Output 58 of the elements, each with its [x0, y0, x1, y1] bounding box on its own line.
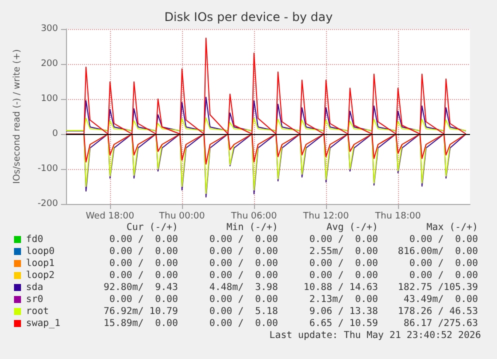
x-tick-label: Thu 00:00: [158, 212, 206, 222]
legend-label: root: [26, 306, 49, 317]
text: 0.00 / 0.00: [109, 294, 178, 306]
y-tick-label: -100: [38, 164, 58, 174]
text: 15.89m/ 0.00: [104, 318, 178, 330]
text: 0.00 / 0.00: [209, 318, 278, 330]
legend-label: fd0: [26, 234, 44, 245]
legend-label: sr0: [26, 294, 44, 305]
text: Avg (-/+): [326, 222, 378, 234]
text: 76.92m/ 10.79: [104, 306, 178, 318]
text: 0.00 / 0.00: [209, 294, 278, 306]
legend-label: loop1: [26, 258, 55, 269]
legend-label: loop0: [26, 246, 55, 257]
chart-title: Disk IOs per device - by day: [164, 10, 333, 24]
y-tick-label: -200: [38, 199, 58, 209]
text: 0.00 / 0.00: [309, 270, 378, 282]
text: 0.00 / 0.00: [109, 234, 178, 246]
text: 0.00 / 0.00: [109, 246, 178, 258]
text: Cur (-/+): [126, 222, 178, 234]
x-tick-label: Thu 18:00: [374, 212, 422, 222]
text: 816.00m/ 0.00: [398, 246, 478, 258]
text: Min (-/+): [226, 222, 278, 234]
text: 4.48m/ 3.98: [209, 282, 278, 294]
text: 0.00 / 0.00: [209, 246, 278, 258]
y-tick-label: 100: [40, 94, 58, 104]
text: 0.00 / 0.00: [209, 234, 278, 246]
text: 43.49m/ 0.00: [404, 294, 478, 306]
text: 0.00 / 0.00: [409, 234, 478, 246]
text: 0.00 / 5.18: [209, 306, 278, 318]
text: 0.00 / 0.00: [109, 270, 178, 282]
text: 2.55m/ 0.00: [309, 246, 378, 258]
text: 10.88 / 14.63: [304, 282, 378, 294]
y-tick-label: 0: [52, 129, 58, 139]
legend-label: swap_1: [26, 318, 60, 329]
text: 0.00 / 0.00: [209, 258, 278, 270]
y-tick-label: 200: [40, 59, 58, 69]
text: 0.00 / 0.00: [309, 258, 378, 270]
text: 0.00 / 0.00: [209, 270, 278, 282]
y-tick-label: 300: [40, 24, 58, 34]
text: 0.00 / 0.00: [409, 258, 478, 270]
legend-label: loop2: [26, 270, 55, 281]
legend-label: sda: [26, 282, 44, 293]
x-tick-label: Wed 18:00: [86, 212, 134, 222]
x-tick-label: Thu 12:00: [302, 212, 350, 222]
text: 0.00 / 0.00: [109, 258, 178, 270]
text: 182.75 /105.39: [398, 282, 478, 294]
text: 9.06 / 13.38: [309, 306, 378, 318]
text: 178.26 / 46.53: [398, 306, 478, 318]
text: Last update: Thu May 21 23:40:52 2026: [269, 330, 481, 342]
y-axis-title: IOs/second read (-) / write (+): [12, 49, 22, 184]
x-tick-label: Thu 06:00: [230, 212, 278, 222]
text: 92.80m/ 9.43: [104, 282, 178, 294]
text: 6.65 / 10.59: [309, 318, 378, 330]
text: Max (-/+): [426, 222, 478, 234]
text: 0.00 / 0.00: [309, 234, 378, 246]
text: 2.13m/ 0.00: [309, 294, 378, 306]
text: 86.17 /275.63: [404, 318, 478, 330]
text: 0.00 / 0.00: [409, 270, 478, 282]
